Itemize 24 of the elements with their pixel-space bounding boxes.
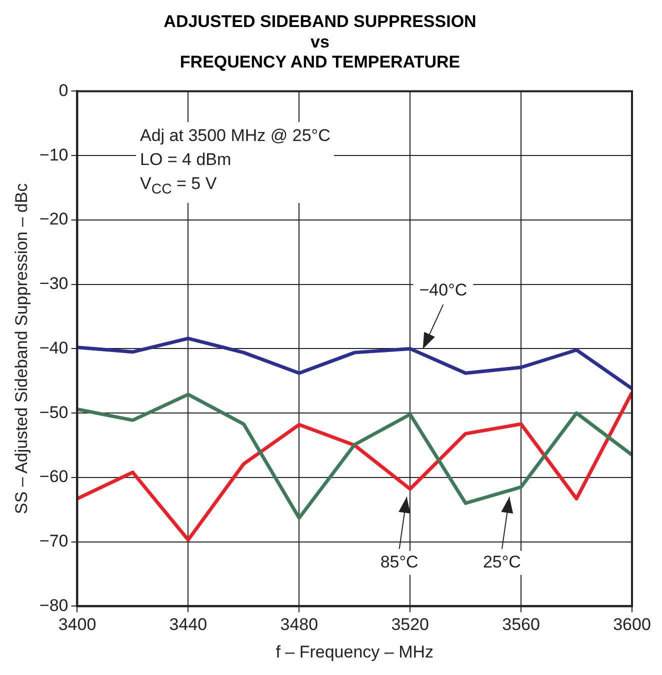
y-tick-label: −80 — [39, 596, 68, 615]
annotation: V$_{CC}$ = 5 V — [140, 173, 218, 200]
annotation: LO = 4 dBm — [140, 149, 232, 171]
y-tick-label: −50 — [39, 402, 68, 422]
y-tick-label: −30 — [39, 274, 68, 294]
y-tick-label: −20 — [39, 210, 68, 229]
y-tick-label: −60 — [39, 467, 68, 486]
y-tick-label: −10 — [39, 145, 68, 164]
annotation: −40°C — [419, 280, 468, 300]
y-axis-title: SS – Adjusted Sideband Suppression – dBc — [12, 182, 31, 514]
y-tick-label: 0 — [58, 80, 68, 100]
annotation: Adj at 3500 MHz @ 25°C — [140, 125, 330, 147]
y-tick-label: −70 — [39, 532, 68, 551]
x-tick-label: 3480 — [280, 615, 318, 634]
x-tick-label: 3560 — [502, 615, 540, 634]
chart-title: ADJUSTED SIDEBAND SUPPRESSION vs FREQUENCY AND TEMPERATURE — [164, 12, 476, 72]
annotation: 25°C — [482, 552, 521, 572]
x-tick-label: 3400 — [58, 615, 96, 634]
x-tick-label: 3600 — [613, 615, 651, 634]
x-tick-label: 3440 — [169, 615, 208, 634]
x-axis-title: f – Frequency – MHz — [276, 642, 434, 662]
x-tick-label: 3520 — [391, 615, 430, 634]
annotation: 85°C — [380, 552, 418, 572]
y-tick-label: −40 — [39, 338, 68, 358]
